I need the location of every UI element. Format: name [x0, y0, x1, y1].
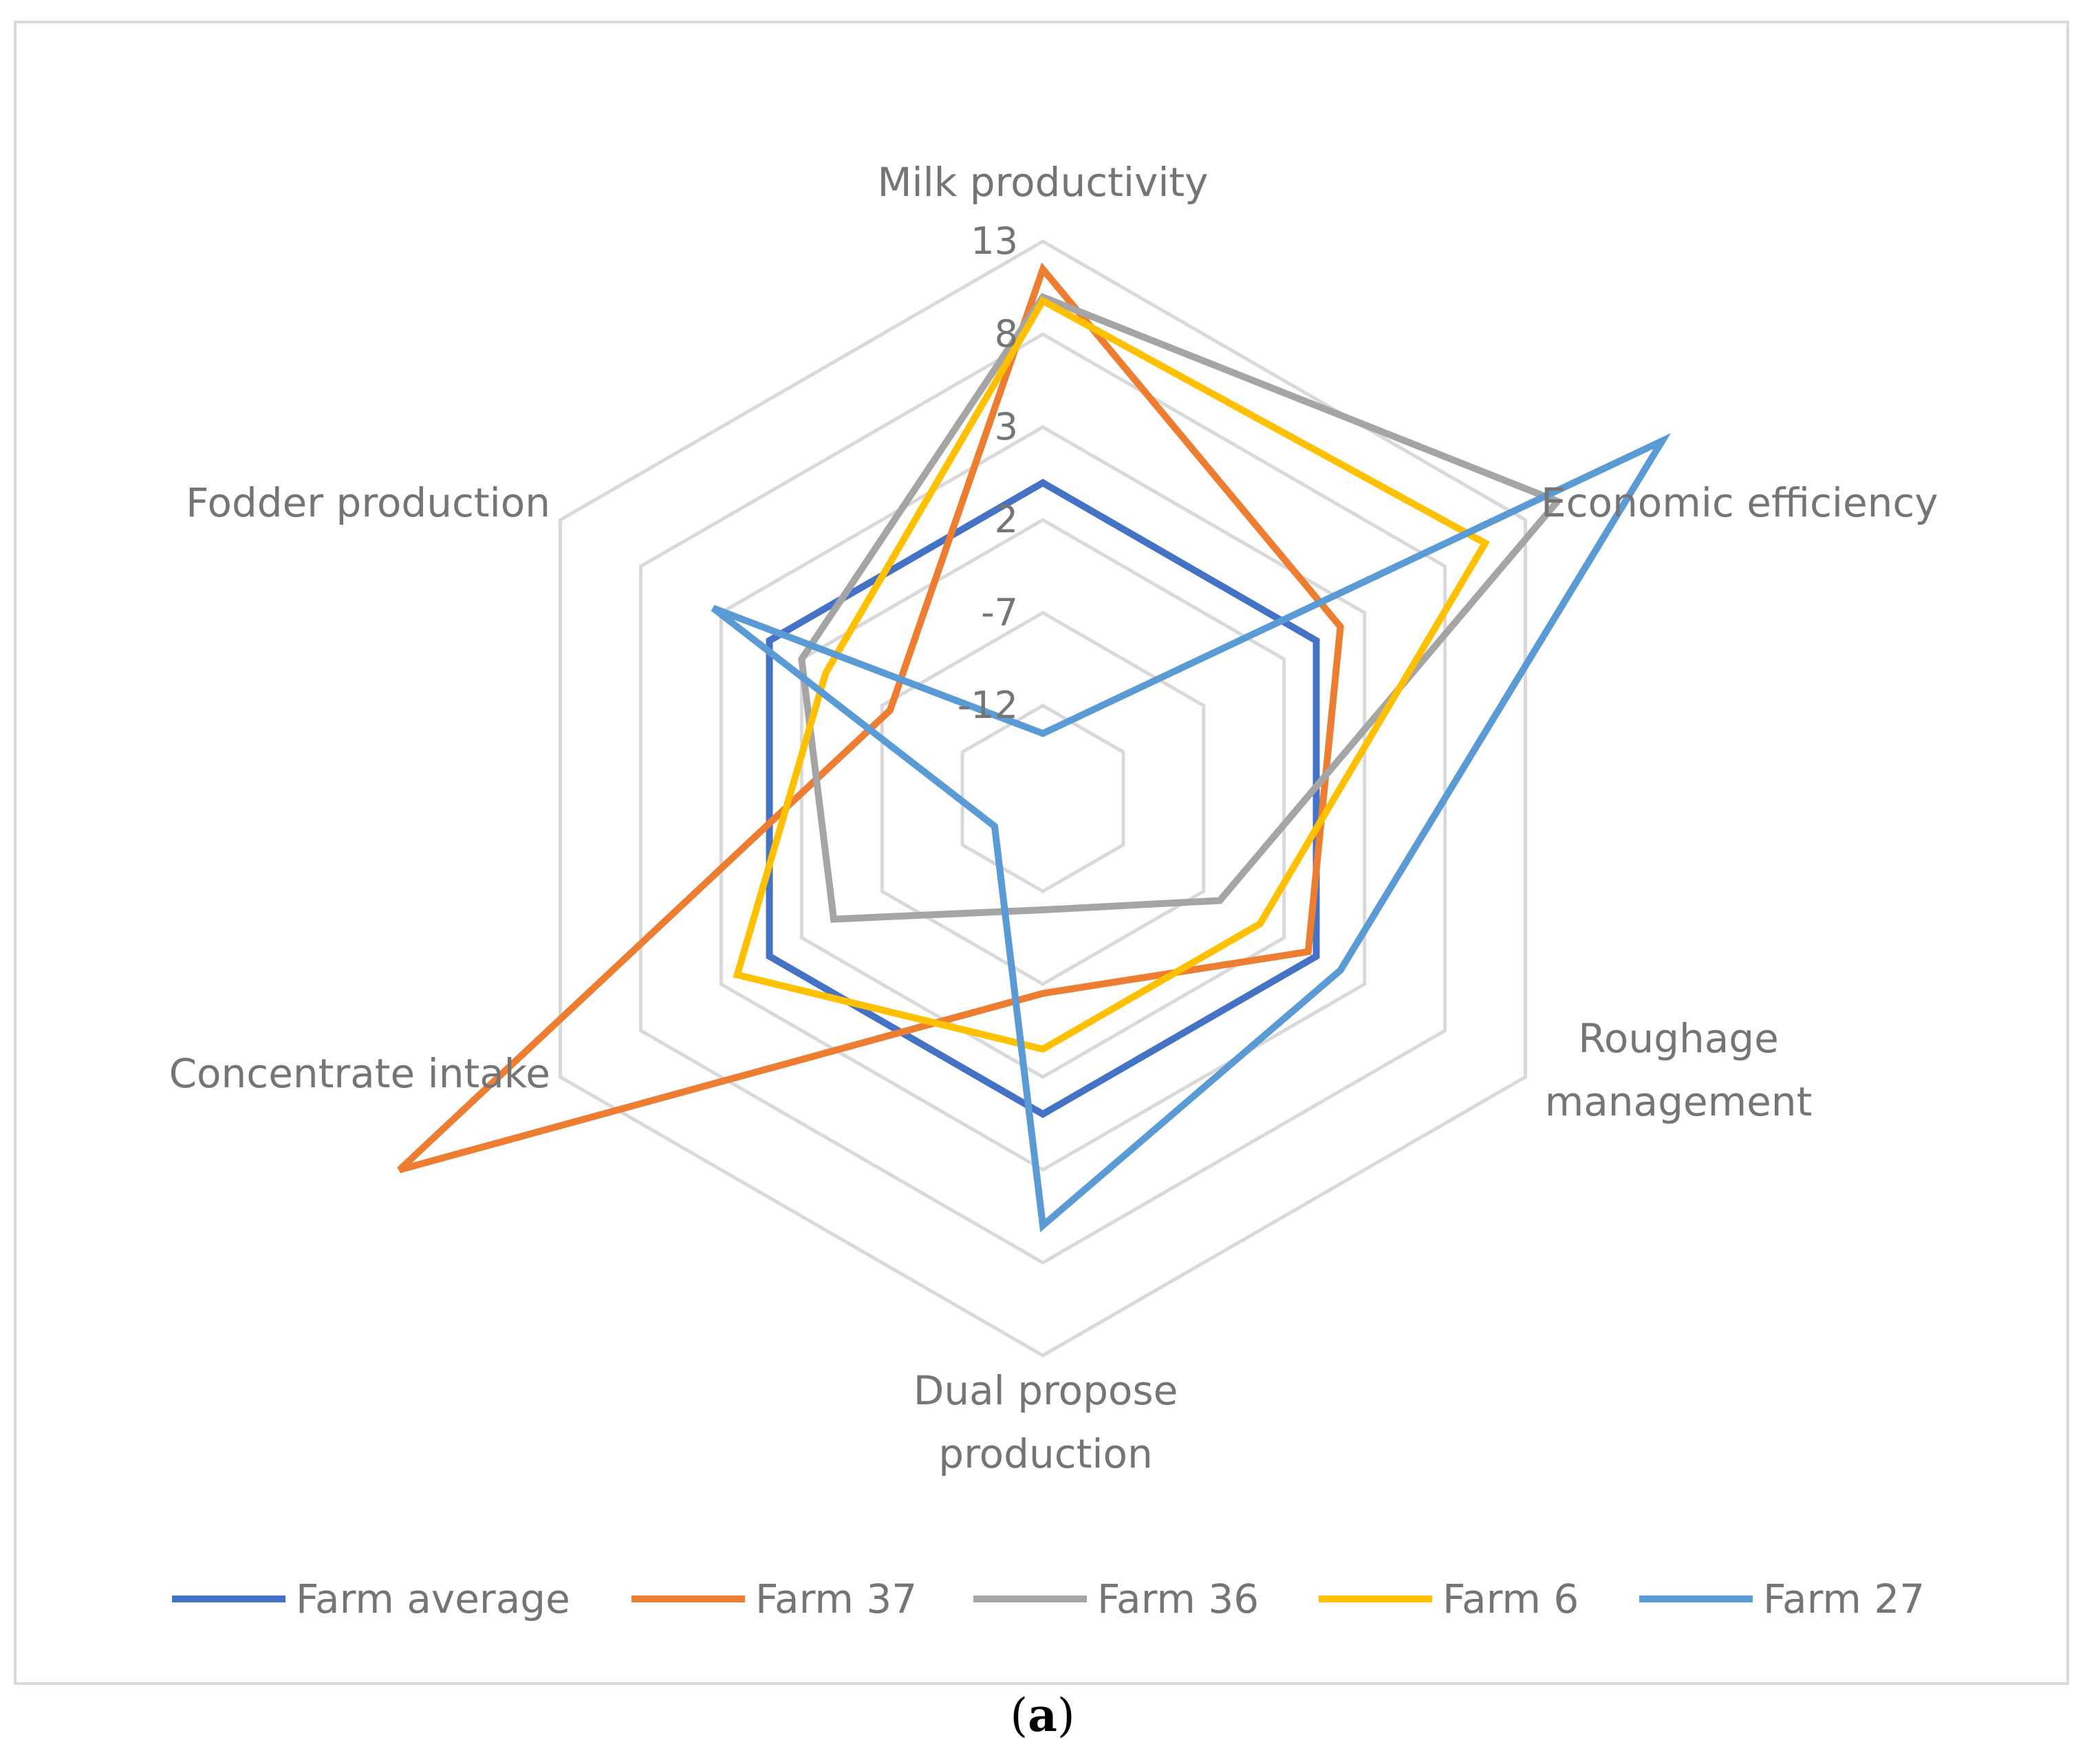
tick-label: 8	[995, 312, 1018, 356]
axis-labels: Milk productivity Economic efficiency Ro…	[169, 159, 1938, 1477]
legend-label: Farm 37	[755, 1576, 917, 1622]
tick-label: 13	[971, 219, 1018, 263]
tick-label: 3	[995, 405, 1018, 448]
tick-label: -12	[958, 684, 1018, 727]
axis-label-roughage-management-line1: Roughage	[1578, 1015, 1779, 1062]
caption-letter: a	[1028, 1688, 1057, 1742]
legend-label: Farm average	[296, 1576, 570, 1622]
caption-close: )	[1057, 1689, 1075, 1742]
series-line-farm-average	[766, 479, 1320, 1118]
grid-ring-5	[559, 239, 1527, 1358]
tick-label: -7	[981, 591, 1018, 634]
figure-caption: (a)	[0, 1688, 2085, 1742]
series-line-farm-27	[711, 433, 1672, 1232]
series-group	[397, 262, 1672, 1232]
tick-labels: -12 -7 2 3 8 13	[958, 219, 1018, 727]
legend: Farm average Farm 37 Farm 36 Farm 6 Farm 27	[172, 1576, 1925, 1622]
radar-grid	[559, 239, 1527, 1358]
caption-open: (	[1010, 1689, 1028, 1742]
legend-label: Farm 6	[1443, 1576, 1579, 1622]
axis-label-dual-propose-line2: production	[938, 1430, 1152, 1477]
grid-ring-1	[880, 611, 1206, 986]
axis-label-concentrate-intake: Concentrate intake	[169, 1050, 550, 1097]
grid-ring-4	[638, 332, 1447, 1265]
series-line-farm-6	[733, 296, 1490, 1053]
axis-label-milk-productivity: Milk productivity	[878, 159, 1209, 206]
axis-label-roughage-management-line2: management	[1545, 1078, 1813, 1125]
grid-ring-0	[960, 704, 1125, 893]
legend-label: Farm 27	[1763, 1576, 1925, 1622]
axis-label-fodder-production: Fodder production	[186, 479, 550, 526]
series-line-farm-37	[397, 262, 1344, 1173]
tick-label: 2	[995, 498, 1018, 541]
legend-label: Farm 36	[1097, 1576, 1259, 1622]
axis-label-economic-efficiency: Economic efficiency	[1541, 479, 1938, 526]
axis-label-dual-propose-line1: Dual propose	[914, 1367, 1178, 1414]
